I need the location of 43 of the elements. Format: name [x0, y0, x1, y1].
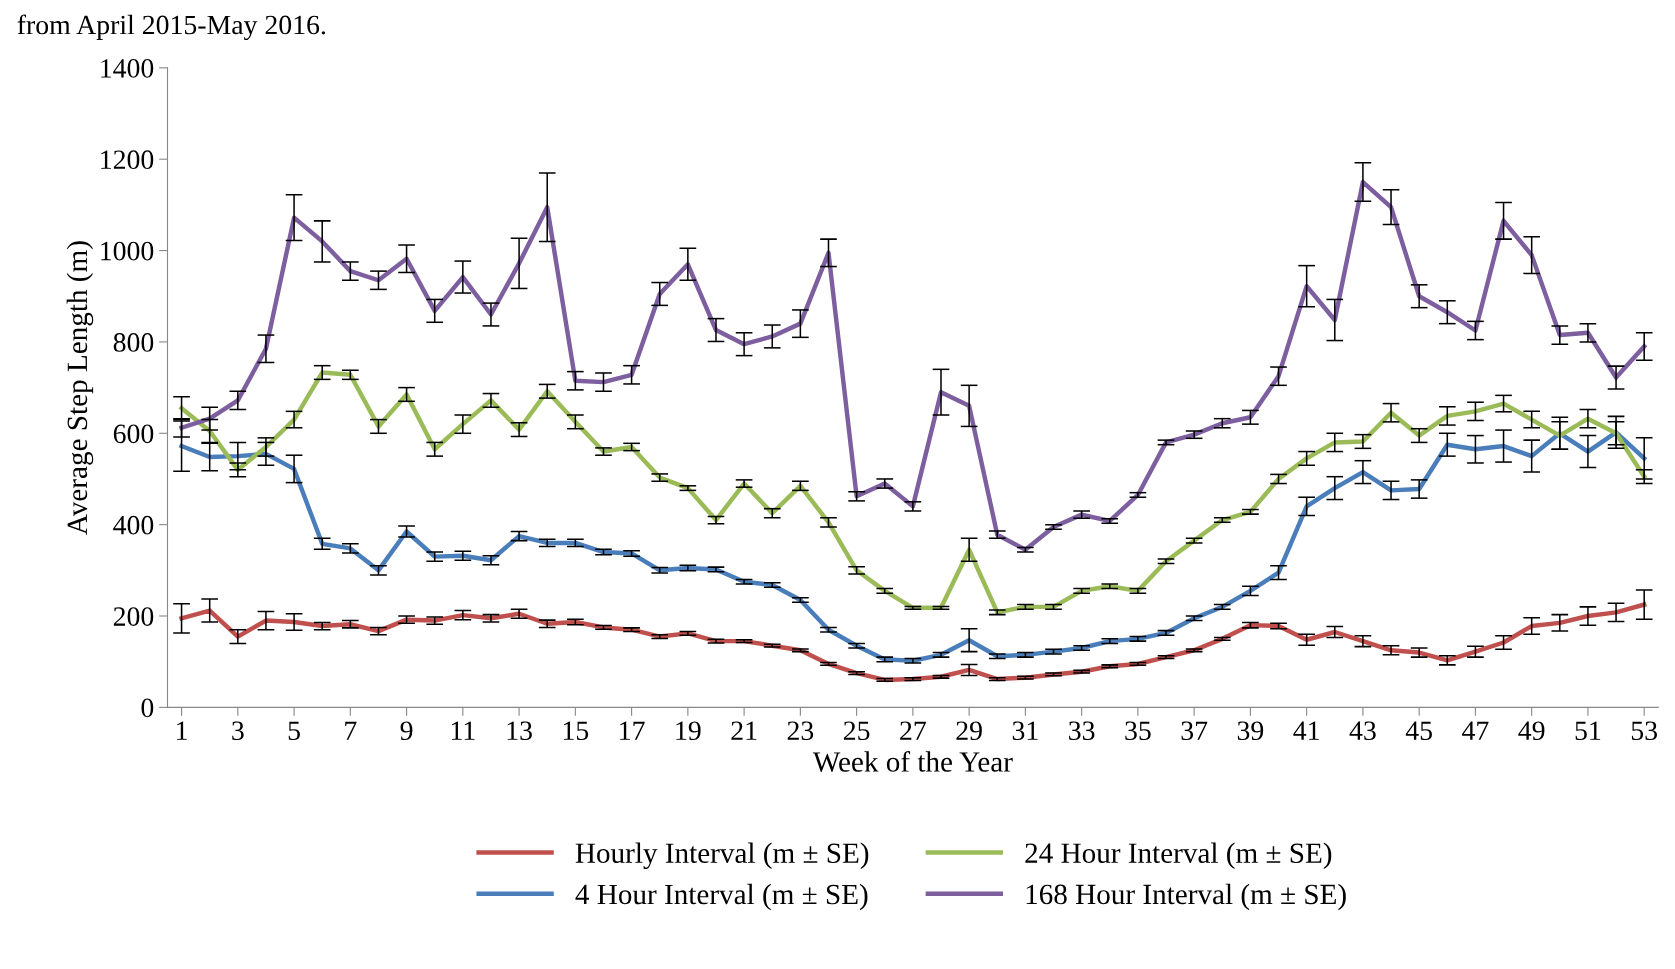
x-tick-label: 3: [232, 721, 244, 741]
x-tick-label: 49: [1518, 721, 1545, 741]
y-axis-title: Average Step Length (m): [66, 241, 94, 535]
x-tick-label: 23: [787, 721, 814, 741]
line-series: [179, 179, 1647, 552]
x-tick-label: 19: [676, 721, 701, 741]
x-tick-label: 37: [1181, 721, 1208, 741]
y-tick-label: 1400: [101, 59, 154, 78]
x-tick-label: 5: [288, 721, 300, 741]
x-tick-label: 53: [1631, 721, 1657, 741]
legend-label: 168 Hour Interval (m ± SE): [1026, 883, 1346, 911]
x-tick-label: 11: [451, 721, 475, 740]
y-tick-label: 0: [141, 698, 154, 718]
text: from April 2015-May 2016.: [17, 14, 326, 41]
x-tick-label: 29: [956, 721, 982, 741]
legend-label: 4 Hour Interval (m ± SE): [575, 883, 868, 911]
x-tick-label: 45: [1405, 721, 1432, 741]
x-tick-label: 1: [177, 721, 187, 740]
x-tick-label: 13: [507, 721, 532, 741]
legend-label: Hourly Interval (m ± SE): [575, 842, 869, 870]
y-tick-label: 800: [113, 333, 154, 352]
x-tick-label: 35: [1125, 721, 1151, 741]
x-tick-label: 31: [1012, 721, 1038, 741]
y-tick-label: 400: [113, 515, 154, 535]
x-tick-label: 21: [731, 721, 757, 740]
x-tick-label: 25: [843, 721, 870, 741]
x-axis-title: Week of the Year: [812, 751, 1013, 772]
y-tick-label: 1200: [101, 150, 154, 170]
x-tick-label: 9: [400, 721, 413, 741]
x-tick-label: 41: [1293, 721, 1319, 740]
x-tick-label: 33: [1069, 721, 1095, 741]
x-tick-label: 15: [563, 721, 589, 741]
y-tick-label: 200: [113, 607, 154, 626]
x-tick-label: 39: [1237, 721, 1264, 741]
x-tick-label: 27: [900, 721, 926, 740]
x-tick-label: 7: [345, 721, 357, 740]
legend-label: 24 Hour Interval (m ± SE): [1025, 842, 1332, 869]
x-tick-label: 47: [1462, 721, 1489, 740]
y-tick-label: 1000: [101, 241, 154, 261]
x-tick-label: 51: [1575, 721, 1601, 741]
y-tick-label: 600: [113, 424, 154, 444]
x-tick-label: 43: [1349, 721, 1376, 741]
x-tick-label: 17: [620, 721, 645, 740]
